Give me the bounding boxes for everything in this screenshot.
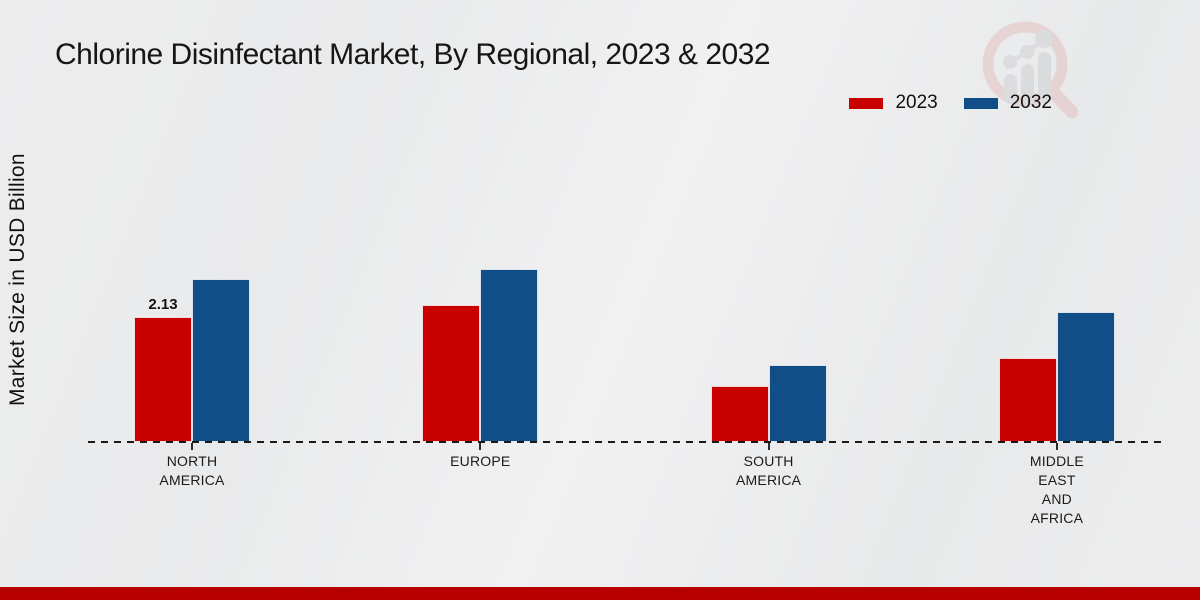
bar-2032-europe xyxy=(480,269,539,442)
data-label-2023-north-america: 2.13 xyxy=(148,296,178,313)
category-label-line: EAST xyxy=(1038,472,1076,488)
legend: 2023 2032 xyxy=(849,92,1052,114)
axis-tick-europe xyxy=(479,443,482,450)
bar-2032-north-america xyxy=(192,279,250,442)
axis-tick-south-america xyxy=(767,443,770,450)
bar-2023-north-america xyxy=(134,317,192,442)
legend-item-2032: 2032 xyxy=(963,92,1052,114)
category-label-middle-east-and-africa: MIDDLE EAST AND AFRICA xyxy=(987,452,1127,528)
category-label-line: SOUTH xyxy=(743,453,794,469)
legend-item-2023: 2023 xyxy=(849,92,938,114)
axis-tick-north-america xyxy=(191,443,193,450)
legend-swatch-2032 xyxy=(963,97,998,109)
bar-2032-south-america xyxy=(768,365,827,442)
bar-2032-middle-east-and-africa xyxy=(1056,312,1115,442)
category-label-line: MIDDLE xyxy=(1029,453,1084,469)
footer-accent-bar xyxy=(0,587,1200,600)
category-label-line: AND xyxy=(1041,491,1072,507)
legend-label: 2032 xyxy=(1009,92,1052,113)
axis-tick-middle-east-and-africa xyxy=(1055,443,1058,450)
bar-2023-europe xyxy=(422,305,481,442)
legend-swatch-2023 xyxy=(849,97,884,109)
legend-label: 2023 xyxy=(895,92,938,113)
x-axis-baseline xyxy=(88,441,1165,443)
bar-2023-middle-east-and-africa xyxy=(998,358,1057,442)
category-label-line: EUROPE xyxy=(450,453,511,469)
bar-2023-south-america xyxy=(710,386,769,442)
category-label-line: AMERICA xyxy=(159,472,225,488)
category-label-line: AMERICA xyxy=(736,472,802,488)
category-label-line: NORTH xyxy=(166,453,218,469)
category-label-line: AFRICA xyxy=(1030,510,1084,526)
category-label-south-america: SOUTH AMERICA xyxy=(699,452,839,490)
magnifier-growth-chart-icon xyxy=(982,21,1079,119)
category-label-europe: EUROPE xyxy=(410,452,550,471)
y-axis-label: Market Size in USD Billion xyxy=(6,153,29,407)
category-label-north-america: NORTH AMERICA xyxy=(122,452,262,490)
chart-title: Chlorine Disinfectant Market, By Regiona… xyxy=(55,38,771,71)
